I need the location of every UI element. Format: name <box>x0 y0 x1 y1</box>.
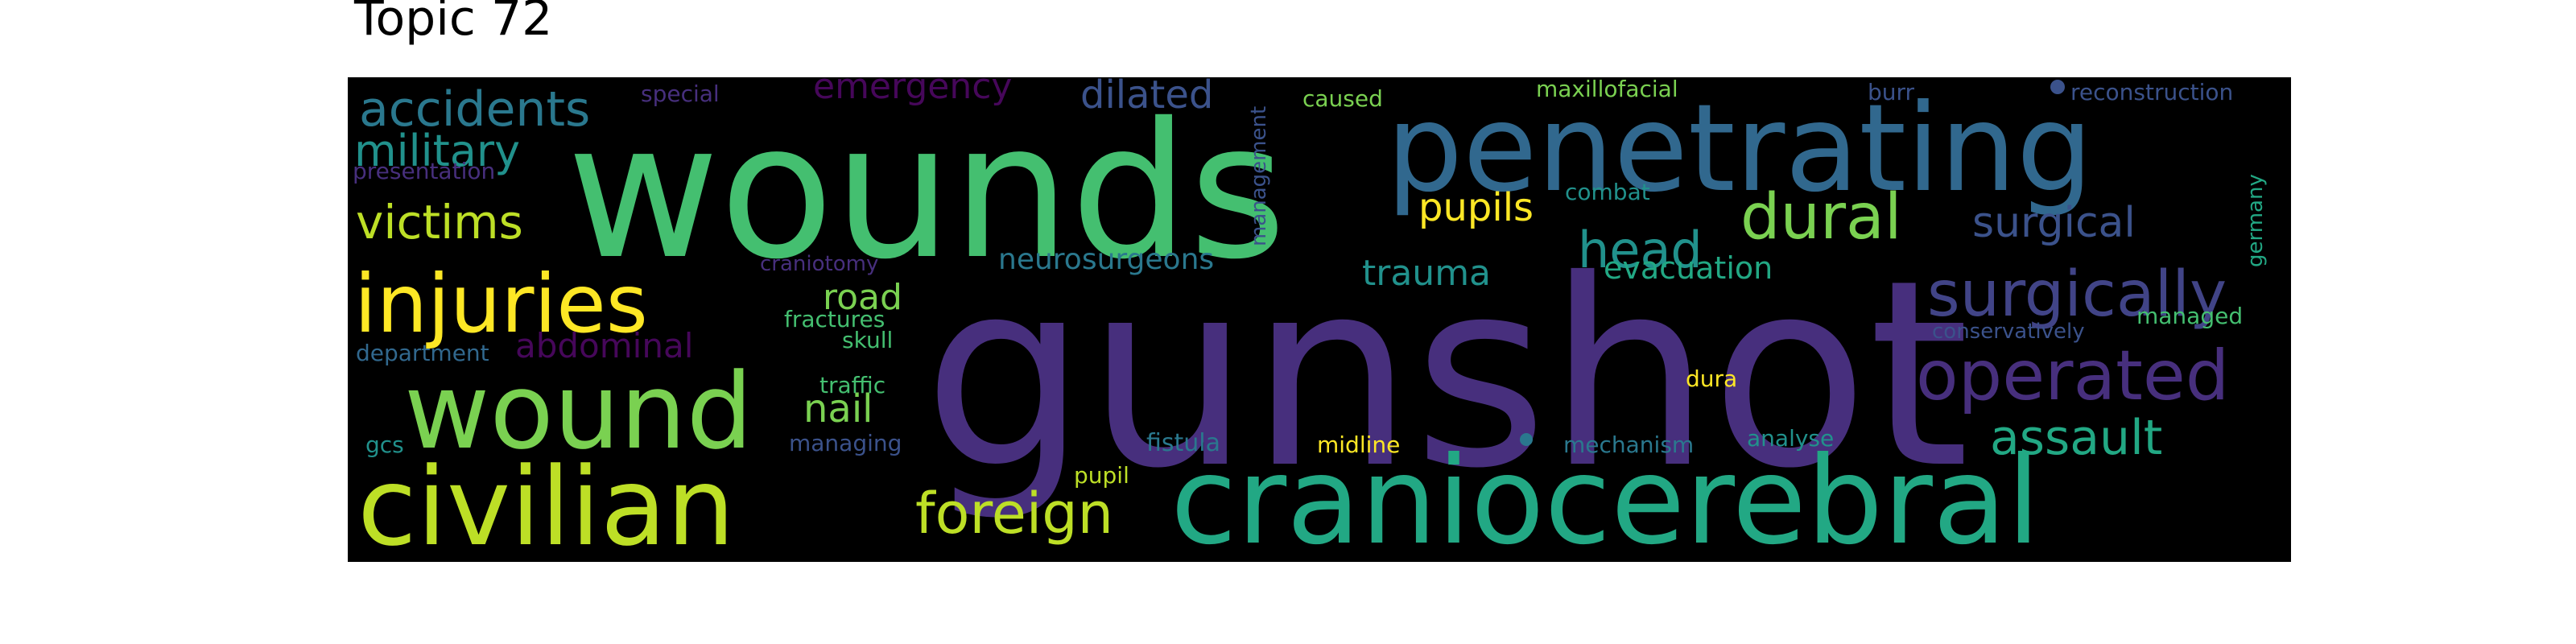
word-presentation: presentation <box>353 158 495 184</box>
word-penetrating: penetrating <box>1386 79 2093 219</box>
word-craniotomy: craniotomy <box>760 252 878 276</box>
word-maxillofacial: maxillofacial <box>1536 77 1678 102</box>
mechanism-dot <box>1520 433 1533 446</box>
word-craniocerebral: craniocerebral <box>1170 431 2040 562</box>
word-wound: wound <box>404 350 753 473</box>
word-dural: dural <box>1740 181 1901 254</box>
word-accidents: accidents <box>359 81 590 138</box>
word-burr: burr <box>1868 79 1915 105</box>
word-dilated: dilated <box>1080 77 1213 118</box>
word-midline: midline <box>1317 431 1400 458</box>
word-cloud: gunshot wounds penetrating craniocerebra… <box>348 77 2291 562</box>
word-dura: dura <box>1686 365 1737 392</box>
word-management: management <box>1247 106 1271 246</box>
word-traffic: traffic <box>819 372 886 398</box>
word-skull: skull <box>842 327 893 353</box>
word-cloud-canvas: gunshot wounds penetrating craniocerebra… <box>353 77 2268 562</box>
word-department: department <box>356 340 489 366</box>
word-wounds: wounds <box>567 83 1286 300</box>
word-evacuation: evacuation <box>1604 250 1773 286</box>
word-special: special <box>641 80 720 107</box>
word-gcs: gcs <box>365 431 404 458</box>
word-mechanism: mechanism <box>1563 431 1694 458</box>
word-analyse: analyse <box>1747 425 1834 452</box>
word-military: military <box>354 126 520 176</box>
word-surgically: surgically <box>1927 258 2227 331</box>
word-managed: managed <box>2136 303 2243 329</box>
word-fractures: fractures <box>784 306 885 332</box>
reconstruction-bullet <box>2050 80 2065 94</box>
word-victims: victims <box>356 195 523 250</box>
word-operated: operated <box>1916 336 2229 416</box>
word-germany: germany <box>2244 174 2268 267</box>
figure-title: Topic 72 <box>354 0 553 47</box>
word-surgical: surgical <box>1972 199 2136 247</box>
word-injuries: injuries <box>354 257 648 351</box>
word-combat: combat <box>1565 179 1650 205</box>
word-nail: nail <box>803 386 873 431</box>
word-managing: managing <box>789 430 902 456</box>
word-gunshot: gunshot <box>923 225 1970 525</box>
word-foreign: foreign <box>915 481 1113 547</box>
word-fistula: fistula <box>1146 429 1220 457</box>
word-conservatively: conservatively <box>1932 320 2085 344</box>
word-pupils: pupils <box>1418 185 1534 230</box>
word-abdominal: abdominal <box>515 326 693 365</box>
word-head: head <box>1578 221 1703 279</box>
word-road: road <box>823 277 902 318</box>
word-assault: assault <box>1990 410 2162 466</box>
word-neurosurgeons: neurosurgeons <box>998 243 1214 276</box>
word-emergency: emergency <box>813 77 1012 107</box>
word-trauma: trauma <box>1362 253 1491 294</box>
word-reconstruction: reconstruction <box>2070 79 2233 105</box>
word-pupil: pupil <box>1074 462 1129 489</box>
word-civilian: civilian <box>357 444 735 562</box>
word-caused: caused <box>1302 85 1383 112</box>
